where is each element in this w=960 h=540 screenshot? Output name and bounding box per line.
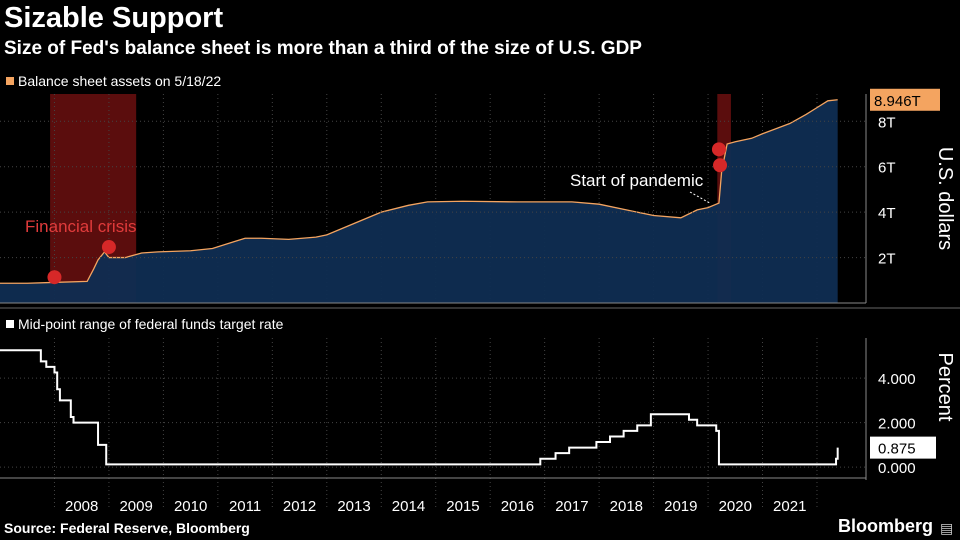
x-tick-label: 2016: [501, 498, 534, 515]
legend-balance-sheet: Balance sheet assets on 5/18/22: [6, 73, 221, 89]
annotation-financial-crisis: Financial crisis: [25, 217, 136, 236]
y-tick-label-bottom: 2.000: [878, 416, 916, 433]
y-tick-label-top: 8T: [878, 114, 896, 131]
legend-label-rate: Mid-point range of federal funds target …: [18, 316, 284, 332]
recession-marker-icon: [711, 142, 726, 157]
x-tick-label: 2015: [446, 498, 479, 515]
last-value-label-top: 8.946T: [874, 93, 921, 110]
x-tick-label: 2010: [174, 498, 207, 515]
y-tick-label-top: 6T: [878, 160, 896, 177]
balance-sheet-area: [0, 99, 838, 303]
last-value-badge-bottom: [870, 436, 936, 459]
y-axis-label-bottom: Percent: [934, 353, 956, 422]
legend-label-balance: Balance sheet assets on 5/18/22: [18, 73, 222, 89]
y-tick-label-top: 2T: [878, 251, 896, 268]
x-tick-label: 2008: [65, 498, 98, 515]
x-tick-label: 2011: [229, 498, 261, 515]
x-tick-label: 2014: [392, 498, 425, 515]
x-tick-label: 2009: [119, 498, 152, 515]
source-note: Source: Federal Reserve, Bloomberg: [4, 520, 250, 536]
legend-swatch-rate: [6, 320, 14, 328]
last-value-label-bottom: 0.875: [878, 441, 916, 458]
bloomberg-mark-icon: ▤: [940, 520, 954, 536]
y-axis-label-top: U.S. dollars: [934, 147, 956, 250]
annotation-arrow-pandemic: [689, 191, 712, 205]
legend-fed-funds: Mid-point range of federal funds target …: [6, 316, 283, 332]
y-tick-label-bottom: 4.000: [878, 371, 916, 388]
chart-title: Sizable Support: [4, 2, 224, 34]
x-tick-label: 2020: [719, 498, 752, 515]
x-tick-label: 2019: [664, 498, 697, 515]
y-tick-label-bottom: 0.000: [878, 460, 916, 477]
x-tick-label: 2013: [337, 498, 370, 515]
legend-swatch-balance: [6, 77, 14, 85]
fed-funds-line: [0, 349, 839, 466]
recession-marker-icon: [713, 158, 728, 173]
bloomberg-logo: Bloomberg: [838, 516, 934, 536]
recession-marker-icon: [47, 270, 62, 285]
x-tick-label: 2018: [610, 498, 643, 515]
x-tick-label: 2021: [773, 498, 806, 515]
y-tick-label-top: 4T: [878, 205, 896, 222]
x-tick-label: 2012: [283, 498, 316, 515]
chart-subtitle: Size of Fed's balance sheet is more than…: [4, 38, 642, 59]
annotation-start-of-pandemic: Start of pandemic: [570, 171, 704, 190]
last-value-badge-top: [870, 88, 940, 111]
recession-marker-icon: [101, 240, 116, 255]
x-tick-label: 2017: [555, 498, 588, 515]
